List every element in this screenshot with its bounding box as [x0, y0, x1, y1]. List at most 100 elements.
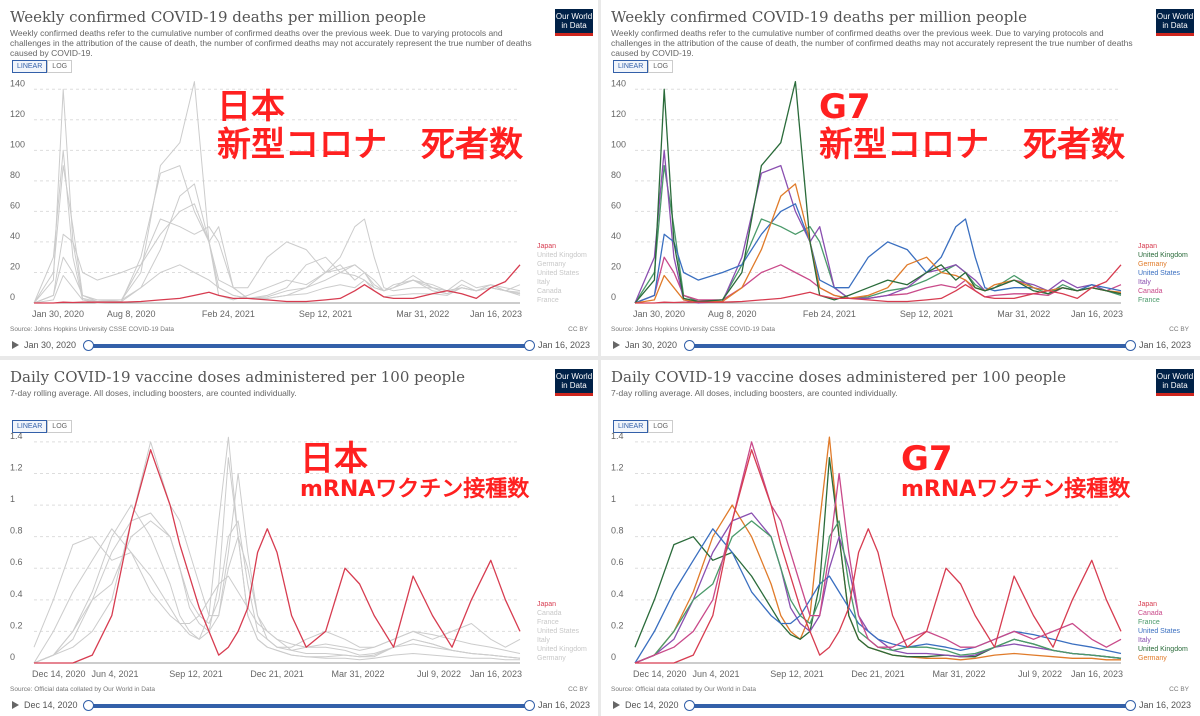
series-line-japan[interactable] [34, 449, 521, 664]
legend-label[interactable]: United States [1138, 270, 1181, 277]
legend-label[interactable]: Canada [1138, 610, 1163, 617]
license-link[interactable]: CC BY [1169, 686, 1189, 693]
series-line-united-kingdom[interactable] [634, 80, 1122, 304]
scale-linear-button[interactable]: LINEAR [12, 60, 48, 73]
series-line-united-states[interactable] [634, 203, 1122, 304]
y-tick-label: 0 [611, 292, 616, 302]
annotation-line-2: 新型コロナ 死者数 [217, 125, 523, 166]
series-line-france[interactable] [33, 520, 521, 664]
legend-label[interactable]: Canada [537, 288, 562, 295]
legend-label[interactable]: United Kingdom [1138, 646, 1188, 653]
series-line-italy[interactable] [33, 149, 521, 304]
series-line-japan[interactable] [635, 449, 1122, 664]
x-tick-label: Dec 14, 2020 [32, 669, 86, 679]
scale-log-button[interactable]: LOG [47, 60, 73, 73]
y-tick-label: 0.4 [611, 589, 624, 599]
timeline-track[interactable] [688, 704, 1131, 708]
series-line-japan[interactable] [34, 264, 521, 304]
legend-label[interactable]: Canada [537, 610, 562, 617]
chart-panel-3: Daily COVID-19 vaccine doses administere… [601, 360, 1199, 716]
annotation-overlay: G7 mRNAワクチン接種数 [901, 440, 1130, 503]
x-tick-label: Jul 9, 2022 [1018, 669, 1062, 679]
owid-logo[interactable]: Our World in Data [555, 369, 593, 396]
scale-log-button[interactable]: LOG [648, 420, 674, 433]
legend-label[interactable]: Germany [1138, 261, 1167, 268]
license-link[interactable]: CC BY [1169, 326, 1189, 333]
scale-linear-button[interactable]: LINEAR [613, 420, 649, 433]
series-line-canada[interactable] [33, 256, 521, 304]
scale-log-button[interactable]: LOG [648, 60, 674, 73]
series-line-united-states[interactable] [33, 203, 521, 304]
series-line-canada[interactable] [634, 256, 1122, 304]
series-line-japan[interactable] [635, 264, 1122, 304]
owid-logo[interactable]: Our World in Data [1156, 369, 1194, 396]
legend-label[interactable]: Germany [537, 655, 566, 662]
scale-linear-button[interactable]: LINEAR [613, 60, 649, 73]
x-tick-label: Jun 4, 2021 [91, 669, 138, 679]
timeline-start-handle[interactable] [83, 700, 94, 711]
x-tick-label: Mar 31, 2022 [932, 669, 985, 679]
annotation-line-2: mRNAワクチン接種数 [300, 477, 530, 503]
timeline-start-handle[interactable] [83, 340, 94, 351]
legend-label[interactable]: Japan [1138, 243, 1157, 250]
legend-label[interactable]: United Kingdom [537, 646, 587, 653]
x-tick-label: Sep 12, 2021 [900, 309, 954, 319]
y-tick-label: 1.4 [611, 431, 624, 441]
series-line-germany[interactable] [634, 183, 1122, 304]
owid-logo[interactable]: Our World in Data [555, 9, 593, 36]
legend-label[interactable]: Italy [1138, 279, 1151, 286]
legend-label[interactable]: Japan [537, 243, 556, 250]
timeline-end-handle[interactable] [524, 700, 535, 711]
owid-logo[interactable]: Our World in Data [1156, 9, 1194, 36]
legend-label[interactable]: Italy [1138, 637, 1151, 644]
play-icon[interactable] [12, 701, 19, 709]
x-tick-label: Aug 8, 2020 [708, 309, 757, 319]
legend-label[interactable]: United Kingdom [1138, 252, 1188, 259]
legend-label[interactable]: France [1138, 619, 1160, 626]
legend-label[interactable]: Germany [537, 261, 566, 268]
series-line-france[interactable] [634, 164, 1122, 304]
timeline-end-handle[interactable] [1125, 700, 1136, 711]
series-line-germany[interactable] [33, 436, 520, 664]
timeline-track[interactable] [688, 344, 1131, 348]
legend-label[interactable]: United States [537, 270, 580, 277]
timeline-end-handle[interactable] [1125, 340, 1136, 351]
series-line-germany[interactable] [33, 183, 521, 304]
legend-label[interactable]: Italy [537, 279, 550, 286]
chart-subtitle: Weekly confirmed deaths refer to the cum… [611, 28, 1133, 58]
legend-label[interactable]: France [1138, 297, 1160, 304]
legend-label[interactable]: Canada [1138, 288, 1163, 295]
series-line-italy[interactable] [634, 149, 1122, 304]
play-icon[interactable] [613, 341, 620, 349]
timeline-start-handle[interactable] [684, 340, 695, 351]
legend-label[interactable]: United States [1138, 628, 1181, 635]
timeline-start-handle[interactable] [684, 700, 695, 711]
timeline-end-label: Jan 16, 2023 [1138, 700, 1191, 710]
legend-label[interactable]: France [537, 619, 559, 626]
series-line-united-states[interactable] [33, 528, 521, 664]
y-tick-label: 120 [611, 109, 626, 119]
legend-label[interactable]: France [537, 297, 559, 304]
legend-label[interactable]: United Kingdom [537, 252, 587, 259]
license-link[interactable]: CC BY [568, 686, 588, 693]
play-icon[interactable] [12, 341, 19, 349]
legend-label[interactable]: United States [537, 628, 580, 635]
series-line-france[interactable] [634, 520, 1122, 664]
timeline-track[interactable] [87, 344, 530, 348]
timeline-track[interactable] [87, 704, 530, 708]
series-line-united-states[interactable] [634, 528, 1122, 664]
legend-label[interactable]: Japan [537, 601, 556, 608]
y-tick-label: 1.2 [10, 462, 23, 472]
scale-log-button[interactable]: LOG [47, 420, 73, 433]
scale-linear-button[interactable]: LINEAR [12, 420, 48, 433]
series-line-italy[interactable] [33, 512, 521, 664]
legend-label[interactable]: Germany [1138, 655, 1167, 662]
legend-label[interactable]: Japan [1138, 601, 1157, 608]
legend-label[interactable]: Italy [537, 637, 550, 644]
license-link[interactable]: CC BY [568, 326, 588, 333]
play-icon[interactable] [613, 701, 620, 709]
y-tick-label: 0.2 [10, 620, 23, 630]
series-line-canada[interactable] [634, 441, 1122, 664]
series-line-france[interactable] [33, 165, 521, 304]
timeline-end-handle[interactable] [524, 340, 535, 351]
